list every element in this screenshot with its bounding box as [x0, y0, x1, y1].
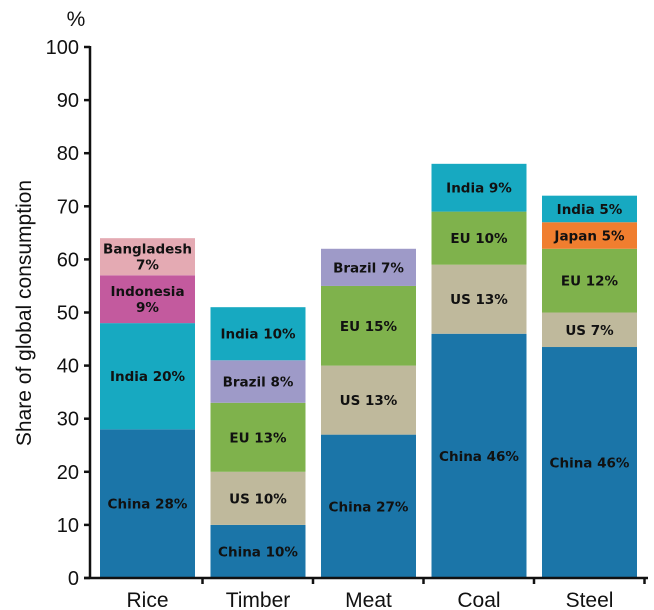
bar-segment-timber-india — [210, 307, 306, 361]
x-tick-label-coal: Coal — [457, 589, 500, 610]
segment-label-steel-us: US 7% — [565, 323, 614, 339]
y-tick-label-100: 100 — [46, 37, 79, 59]
bar-segment-steel-eu — [542, 248, 637, 313]
y-tick-label-50: 50 — [57, 303, 79, 325]
x-tick-label-timber: Timber — [226, 589, 291, 610]
y-tick-label-60: 60 — [57, 249, 79, 271]
bar-segment-timber-eu — [210, 402, 306, 472]
bar-segment-coal-india — [431, 163, 527, 212]
segment-label-rice-india: India 20% — [110, 369, 186, 385]
bar-segment-rice-china — [100, 429, 195, 578]
segment-label-coal-eu: EU 10% — [450, 231, 508, 247]
segment-label-rice-indonesia: Indonesia — [110, 284, 184, 300]
bar-segment-coal-eu — [431, 211, 527, 265]
bar-segment-timber-china — [210, 524, 306, 578]
bars-layer — [100, 163, 637, 578]
y-tick-label-10: 10 — [57, 515, 79, 537]
y-tick-label-30: 30 — [57, 409, 79, 431]
bar-segment-rice-indonesia — [100, 275, 195, 324]
axes-layer: Rice Timber Meat Coal Steel 0 10 20 30 40 50 60 70 80… — [46, 37, 648, 610]
segment-label-steel-china: China 46% — [550, 456, 630, 472]
bar-segment-coal-us — [431, 264, 527, 334]
segment-label-steel-india: India 5% — [557, 202, 623, 218]
bar-segment-rice-bangladesh — [100, 238, 195, 276]
y-tick-label-20: 20 — [57, 462, 79, 484]
bar-segment-coal-china — [431, 333, 527, 578]
y-tick-label-80: 80 — [57, 143, 79, 165]
y-axis-title: Share of global consumption — [13, 180, 36, 446]
segment-label-rice-indonesia: 9% — [136, 300, 159, 316]
x-tick-label-steel: Steel — [566, 589, 614, 610]
bar-segment-timber-us — [210, 471, 306, 525]
segment-label-timber-brazil: Brazil 8% — [223, 375, 294, 391]
segment-label-timber-china: China 10% — [218, 544, 298, 560]
y-tick-label-70: 70 — [57, 196, 79, 218]
segment-label-timber-india: India 10% — [220, 327, 296, 343]
x-tick-label-meat: Meat — [345, 589, 392, 610]
bar-segment-steel-us — [542, 312, 637, 348]
bar-segment-steel-china — [542, 347, 637, 578]
segment-label-meat-eu: EU 15% — [340, 319, 398, 335]
segment-label-coal-us: US 13% — [450, 292, 508, 308]
segment-label-timber-us: US 10% — [229, 491, 287, 507]
bar-segment-meat-china — [321, 434, 416, 578]
bar-segment-meat-us — [321, 365, 416, 435]
segment-label-timber-eu: EU 13% — [229, 430, 287, 446]
segment-label-rice-bangladesh: 7% — [136, 258, 159, 274]
y-tick-label-40: 40 — [57, 356, 79, 378]
y-tick-label-90: 90 — [57, 90, 79, 112]
bar-segment-rice-india — [100, 323, 195, 430]
y-tick-label-0: 0 — [68, 568, 79, 590]
x-tick-label-rice: Rice — [126, 589, 168, 610]
segment-label-coal-china: China 46% — [439, 449, 519, 465]
bar-segment-meat-brazil — [321, 248, 416, 286]
segment-label-rice-china: China 28% — [108, 497, 188, 513]
bar-segment-meat-eu — [321, 285, 416, 366]
segment-label-meat-us: US 13% — [340, 393, 398, 409]
segment-label-meat-brazil: Brazil 7% — [333, 260, 404, 276]
bar-segment-steel-japan — [542, 222, 637, 249]
segment-label-coal-india: India 9% — [446, 181, 512, 197]
bar-segment-timber-brazil — [210, 360, 306, 403]
bar-segment-steel-india — [542, 195, 637, 223]
segment-label-steel-japan: Japan 5% — [553, 229, 625, 245]
segment-label-meat-china: China 27% — [329, 499, 409, 515]
y-unit-label: % — [67, 8, 86, 31]
segment-label-steel-eu: EU 12% — [561, 274, 619, 290]
segment-label-rice-bangladesh: Bangladesh — [103, 242, 192, 258]
